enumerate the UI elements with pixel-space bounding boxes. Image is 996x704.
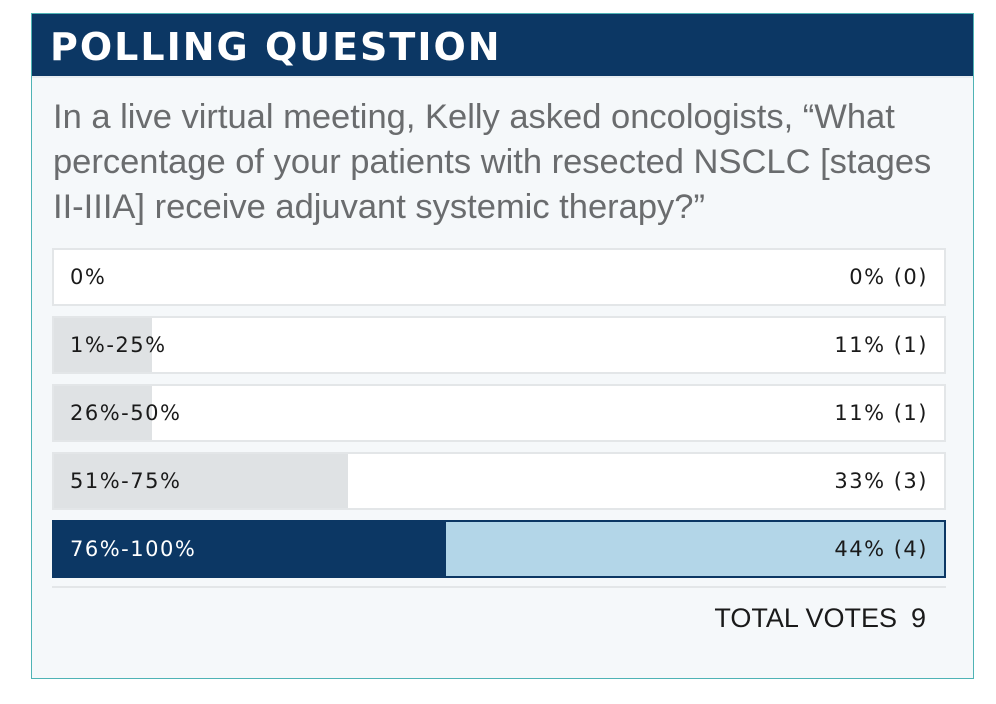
divider — [52, 586, 946, 588]
poll-header: POLLING QUESTION — [32, 14, 973, 78]
poll-question: In a live virtual meeting, Kelly asked o… — [53, 98, 932, 226]
poll-option-label: 0% — [70, 265, 107, 289]
poll-option-label: 1%-25% — [70, 333, 167, 357]
total-votes-label: TOTAL VOTES — [714, 603, 897, 633]
poll-option-bar — [54, 522, 446, 576]
poll-title: POLLING QUESTION — [50, 25, 502, 69]
poll-option[interactable]: 26%-50% 11% (1) — [52, 384, 946, 442]
total-votes: TOTAL VOTES 9 — [714, 600, 926, 636]
poll-option-result: 33% (3) — [834, 469, 928, 493]
poll-option[interactable]: 51%-75% 33% (3) — [52, 452, 946, 510]
poll-option-bar — [54, 386, 152, 440]
poll-options: 0% 0% (0) 1%-25% 11% (1) 26%-50% 11% (1) 51%-7… — [52, 248, 946, 588]
poll-option-bar — [54, 454, 348, 508]
poll-option-label: 51%-75% — [70, 469, 182, 493]
poll-option-result: 11% (1) — [834, 401, 928, 425]
poll-option[interactable]: 1%-25% 11% (1) — [52, 316, 946, 374]
poll-option-bar — [54, 318, 152, 372]
poll-option-result: 11% (1) — [834, 333, 928, 357]
poll-option-result: 44% (4) — [834, 537, 928, 561]
poll-option-label: 26%-50% — [70, 401, 182, 425]
poll-option[interactable]: 76%-100% 44% (4) — [52, 520, 946, 578]
poll-card: POLLING QUESTION In a live virtual meeti… — [31, 13, 974, 679]
total-votes-count: 9 — [910, 603, 926, 633]
poll-option-result: 0% (0) — [849, 265, 928, 289]
poll-option-label: 76%-100% — [70, 537, 197, 561]
poll-option[interactable]: 0% 0% (0) — [52, 248, 946, 306]
